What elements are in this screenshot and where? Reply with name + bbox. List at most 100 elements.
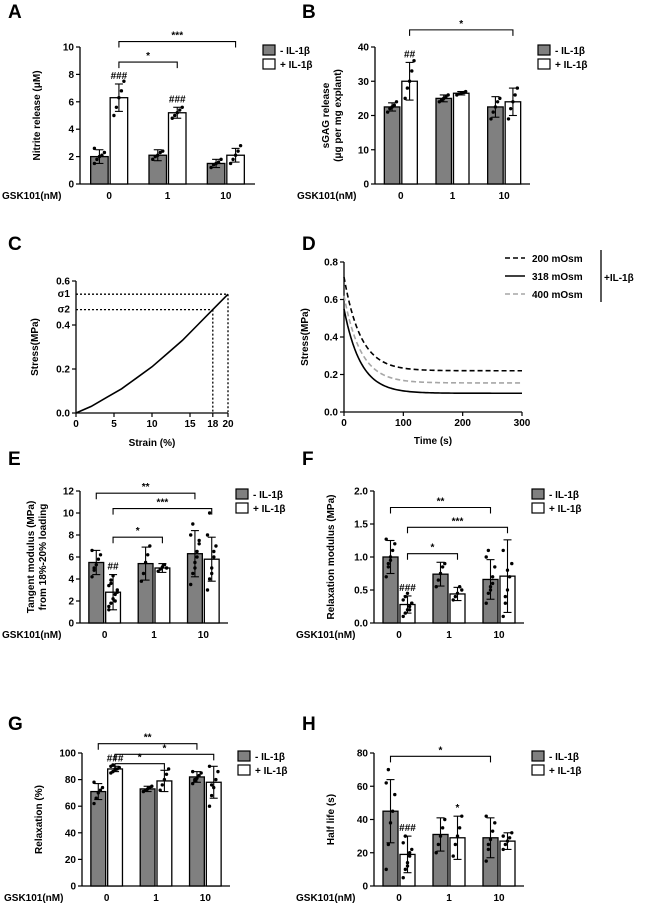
data-point	[148, 544, 152, 548]
data-point	[405, 86, 410, 90]
data-point	[212, 555, 216, 559]
data-point	[112, 113, 116, 118]
y-tick-label: 80	[65, 775, 77, 786]
y-tick-label: 40	[358, 43, 370, 54]
legend-label-plus: + IL-1β	[549, 504, 582, 515]
bar-G-s1-c1	[156, 780, 173, 887]
data-point	[164, 772, 169, 776]
data-point	[158, 788, 162, 792]
data-point	[236, 149, 240, 153]
legend-label-minus: - IL-1β	[253, 490, 283, 501]
y-tick-label: 6	[68, 97, 74, 108]
significance-stars: *	[431, 543, 435, 554]
sigma2-label: σ2	[58, 305, 71, 316]
y-tick-label: 20	[357, 848, 369, 859]
y-tick-label: 0.6	[56, 277, 70, 288]
data-point	[117, 765, 121, 770]
data-point	[440, 826, 445, 830]
significance-stars: ***	[171, 31, 183, 42]
y-tick-label: 0.5	[354, 586, 368, 597]
x-tick-label: 10	[493, 893, 505, 904]
x-axis-label: Time (s)	[414, 436, 452, 447]
data-point	[162, 777, 167, 782]
data-point	[386, 767, 391, 772]
y-axis-label: Stress(MPa)	[300, 308, 311, 366]
data-point	[233, 153, 238, 157]
legend-label-2: 400 mOsm	[532, 290, 583, 301]
legend-swatch-minus	[537, 44, 551, 56]
data-point	[214, 544, 218, 548]
data-point	[109, 578, 113, 582]
x-axis-title: GSK101(nM)	[2, 191, 61, 202]
y-tick-label: 0.0	[56, 409, 70, 420]
x-tick-label: 100	[395, 418, 412, 429]
data-point	[210, 566, 214, 570]
x-tick-label: 10	[499, 191, 511, 202]
legend-label-minus: - IL-1β	[280, 46, 310, 57]
data-point	[503, 842, 508, 847]
data-point	[100, 153, 104, 157]
y-axis-label: Stress(MPa)	[30, 318, 41, 376]
x-tick-label: 0	[104, 893, 110, 904]
significance-hash: ##	[108, 562, 120, 573]
data-point	[111, 597, 115, 601]
bar-B-s0-c1	[435, 97, 453, 185]
panel-letter-D: D	[302, 234, 316, 255]
x-tick-label: 10	[220, 191, 232, 202]
data-point	[166, 767, 171, 771]
y-tick-label: 0.4	[324, 333, 338, 344]
data-point	[178, 108, 182, 112]
data-point	[193, 560, 197, 565]
y-axis-label: Nitrite release (μM)	[32, 70, 43, 160]
data-point	[191, 769, 195, 774]
y-tick-label: 80	[357, 749, 369, 760]
x-tick-label: 0	[341, 418, 347, 429]
data-point	[498, 96, 502, 101]
data-point	[94, 563, 98, 567]
data-point	[403, 96, 407, 101]
data-point	[162, 563, 167, 567]
legend-label-plus: + IL-1β	[255, 766, 288, 777]
data-point	[407, 79, 412, 83]
data-point	[491, 110, 495, 114]
data-point	[92, 780, 96, 784]
data-point	[191, 781, 195, 786]
y-tick-label: 0	[70, 882, 76, 893]
data-point	[410, 601, 414, 605]
data-point	[107, 608, 111, 612]
data-point	[199, 771, 203, 775]
data-point	[205, 588, 210, 592]
significance-bracket	[95, 492, 196, 500]
significance-hash: ###	[399, 583, 416, 594]
data-point	[175, 111, 179, 115]
significance-stars: *	[136, 526, 140, 537]
y-tick-label: 0.6	[324, 295, 338, 306]
y-tick-label: 20	[358, 111, 370, 122]
legend-swatch-minus	[531, 750, 545, 762]
data-point	[493, 821, 497, 825]
data-point	[510, 561, 514, 566]
bar-G-s0-c1	[139, 788, 156, 887]
data-point	[484, 814, 488, 818]
data-point	[436, 578, 441, 582]
y-tick-label: 1.5	[354, 520, 368, 531]
data-point	[403, 611, 408, 615]
x-axis-title: GSK101(nM)	[4, 893, 63, 904]
x-tick-label: 200	[454, 418, 471, 429]
x-axis-title: GSK101(nM)	[297, 191, 356, 202]
data-point	[401, 875, 405, 880]
data-point	[434, 585, 438, 589]
significance-stars: *	[439, 745, 443, 756]
data-point	[160, 783, 164, 787]
data-point	[438, 571, 443, 576]
panel-letter-C: C	[8, 234, 22, 255]
legend-label-minus: - IL-1β	[549, 752, 579, 763]
data-point	[92, 566, 96, 570]
data-point	[94, 796, 98, 800]
data-point	[386, 842, 391, 847]
data-point	[486, 548, 491, 553]
data-point	[384, 537, 388, 541]
data-point	[156, 153, 160, 157]
data-point	[119, 89, 124, 93]
